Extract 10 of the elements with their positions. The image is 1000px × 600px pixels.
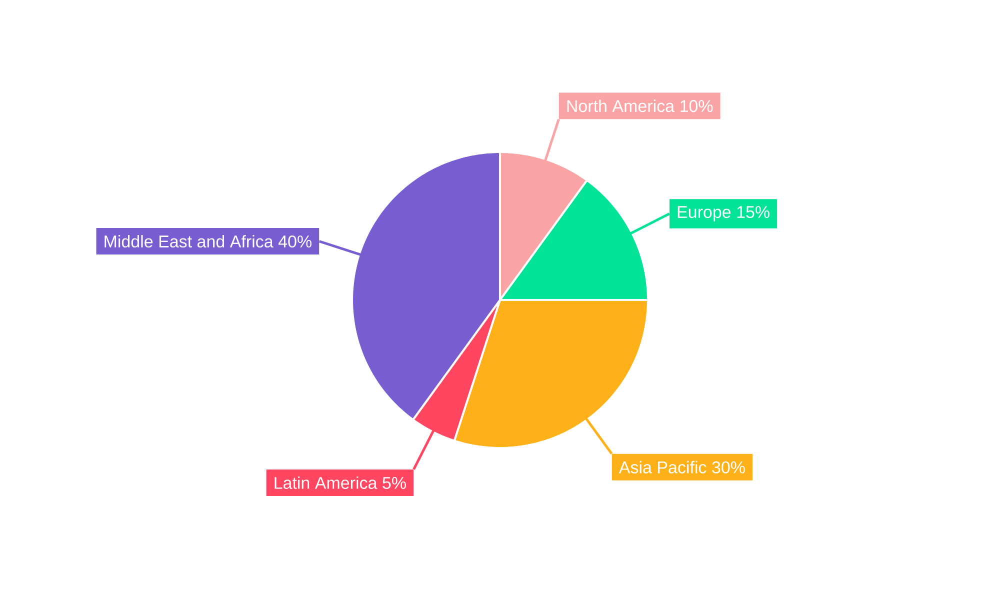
slice-label: North America — [567, 100, 675, 112]
data-label: 5% — [382, 477, 406, 489]
slice-label: Middle East and Africa — [104, 235, 274, 248]
data-label: 10% — [680, 100, 713, 112]
data-label: 15% — [737, 206, 770, 218]
data-label: 30% — [712, 461, 745, 474]
data-label: 40% — [278, 235, 312, 248]
slice-label: Europe — [678, 206, 731, 222]
slice-label: Latin America — [274, 476, 378, 489]
slice-label: Asia Pacific — [618, 460, 706, 474]
